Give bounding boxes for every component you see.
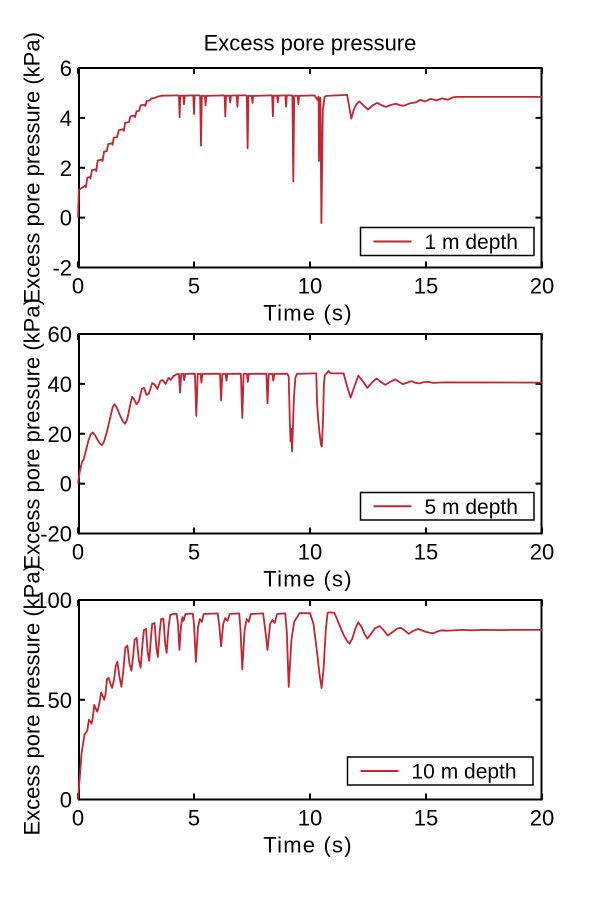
svg-text:5: 5 [188, 540, 200, 565]
svg-text:0: 0 [72, 274, 84, 299]
svg-text:Excess pore pressure (kPa): Excess pore pressure (kPa) [20, 32, 45, 303]
svg-text:15: 15 [414, 540, 438, 565]
svg-text:0: 0 [60, 472, 72, 497]
svg-text:-20: -20 [40, 522, 72, 547]
svg-text:Time (s): Time (s) [263, 567, 352, 592]
svg-text:10 m depth: 10 m depth [412, 761, 517, 784]
svg-text:2: 2 [60, 156, 72, 181]
svg-text:20: 20 [530, 540, 554, 565]
svg-text:-2: -2 [52, 256, 72, 281]
svg-text:0: 0 [72, 806, 84, 831]
svg-text:0: 0 [72, 540, 84, 565]
svg-text:10: 10 [298, 806, 322, 831]
svg-text:5: 5 [188, 274, 200, 299]
svg-text:4: 4 [60, 106, 72, 131]
svg-text:0: 0 [60, 206, 72, 231]
svg-text:Time (s): Time (s) [263, 833, 352, 858]
svg-text:0: 0 [60, 788, 72, 813]
svg-text:6: 6 [60, 56, 72, 81]
svg-text:Excess pore pressure: Excess pore pressure [204, 31, 417, 56]
svg-text:1 m depth: 1 m depth [425, 231, 518, 254]
svg-text:Time (s): Time (s) [263, 301, 352, 326]
svg-text:20: 20 [530, 274, 554, 299]
svg-text:10: 10 [298, 274, 322, 299]
svg-text:15: 15 [414, 274, 438, 299]
svg-text:10: 10 [298, 540, 322, 565]
svg-text:20: 20 [48, 422, 72, 447]
svg-text:15: 15 [414, 806, 438, 831]
svg-text:Excess pore pressure (kPa): Excess pore pressure (kPa) [20, 564, 45, 835]
svg-text:20: 20 [530, 806, 554, 831]
svg-text:40: 40 [48, 372, 72, 397]
svg-text:50: 50 [48, 688, 72, 713]
svg-text:5 m depth: 5 m depth [425, 496, 518, 519]
svg-text:5: 5 [188, 806, 200, 831]
svg-text:Excess pore pressure (kPa): Excess pore pressure (kPa) [20, 298, 45, 569]
svg-text:100: 100 [35, 588, 72, 613]
svg-text:60: 60 [48, 322, 72, 347]
